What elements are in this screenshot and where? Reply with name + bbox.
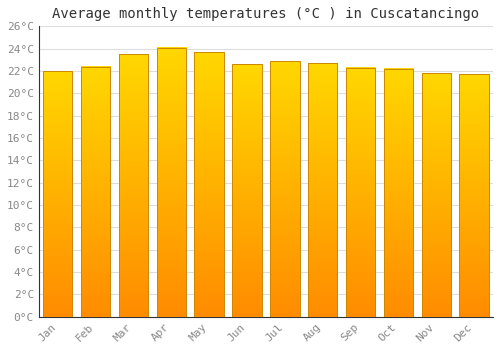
Bar: [43, 71, 72, 317]
Title: Average monthly temperatures (°C ) in Cuscatancingo: Average monthly temperatures (°C ) in Cu…: [52, 7, 480, 21]
Bar: [346, 68, 376, 317]
Bar: [384, 69, 413, 317]
Bar: [270, 61, 300, 317]
Bar: [194, 52, 224, 317]
Bar: [460, 74, 489, 317]
Bar: [308, 63, 338, 317]
Bar: [422, 73, 451, 317]
Bar: [156, 48, 186, 317]
Bar: [81, 66, 110, 317]
Bar: [118, 54, 148, 317]
Bar: [232, 64, 262, 317]
